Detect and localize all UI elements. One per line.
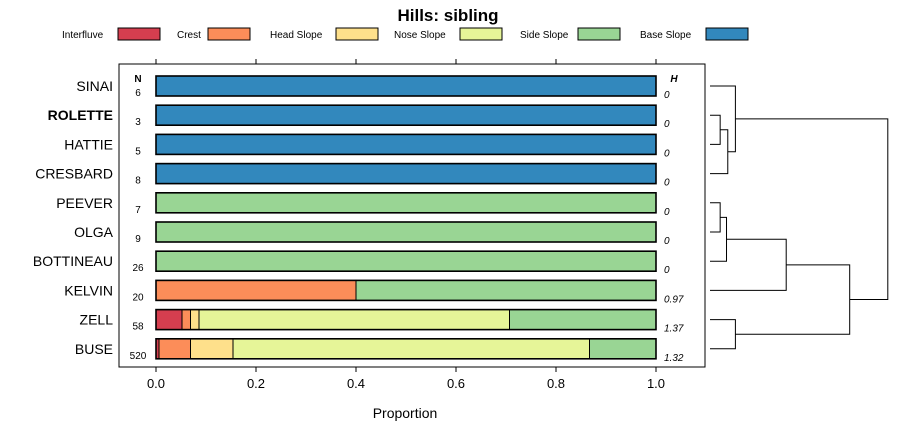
bar-segment (155, 309, 183, 331)
row-h-value: 0 (664, 148, 670, 159)
bar-segment (158, 338, 191, 360)
row-h-value: 0.97 (664, 294, 684, 305)
row-n-value: 3 (135, 117, 141, 128)
row-label: OLGA (74, 224, 114, 240)
bar-outline (155, 308, 657, 331)
bar-segment (589, 338, 657, 360)
row-label: BOTTINEAU (33, 253, 113, 269)
bar-segment (181, 309, 191, 331)
bar-segment (155, 279, 357, 301)
row-h-value: 0 (664, 236, 670, 247)
legend-swatch-2 (207, 27, 251, 41)
bar-segment (198, 309, 510, 331)
bar-segment (509, 309, 657, 331)
row-h-value: 1.32 (664, 353, 684, 364)
legend-label-2: Crest (177, 30, 201, 41)
row-label: HATTIE (64, 136, 113, 152)
dendrogram-link-8 (735, 264, 851, 335)
dendrogram-link-4 (710, 85, 736, 153)
row-n-value: 9 (135, 234, 141, 245)
plot-area: 0.0 0.2 0.4 0.6 0.8 1.0 N H SINAI 6 0 ROLETTE 3 0 HATT… (33, 59, 706, 391)
row-h-value: 0 (664, 265, 670, 276)
dendrogram-link-5 (710, 216, 728, 262)
x-tick-label-5: 1.0 (647, 376, 665, 391)
bar-outline (155, 133, 657, 156)
dendrogram-link-9 (735, 118, 889, 301)
row-label: SINAI (76, 78, 113, 94)
legend-swatch-4 (459, 27, 503, 41)
row-label: ROLETTE (48, 107, 113, 123)
x-axis-title: Proportion (373, 405, 438, 421)
dendrogram-link-3 (710, 129, 729, 175)
legend: Interfluve Crest Head Slope Nose Slope Side … (62, 27, 749, 41)
row-label: BUSE (75, 341, 113, 357)
x-tick-label-4: 0.8 (547, 376, 565, 391)
legend-swatch-6 (705, 27, 749, 41)
bar-outline (155, 337, 657, 360)
n-column-header: N (134, 74, 141, 85)
bar-segment (190, 338, 234, 360)
bar-segment (155, 192, 657, 214)
plot-frame (118, 63, 706, 368)
bar-segment (155, 250, 657, 272)
dendrogram-link-1 (710, 114, 721, 145)
h-column-header: H (670, 74, 678, 85)
legend-label-3: Head Slope (270, 30, 323, 41)
legend-label-1: Interfluve (62, 30, 104, 41)
legend-swatch-5 (577, 27, 621, 41)
bar-segment (232, 338, 590, 360)
row-h-value: 1.37 (664, 324, 684, 335)
legend-label-4: Nose Slope (394, 30, 446, 41)
row-n-value: 7 (135, 205, 141, 216)
bar-outline (155, 279, 657, 302)
dendrogram (710, 85, 889, 350)
legend-swatch-1 (117, 27, 161, 41)
x-tick-label-3: 0.6 (447, 376, 465, 391)
row-n-value: 8 (135, 176, 141, 187)
dendrogram-link-6 (710, 238, 787, 291)
bar-outline (155, 162, 657, 185)
x-tick-label-1: 0.2 (247, 376, 265, 391)
row-n-value: 20 (132, 292, 144, 303)
bar-segment (155, 133, 657, 155)
row-label: ZELL (80, 312, 114, 328)
bar-outline (155, 104, 657, 126)
row-n-value: 26 (132, 263, 144, 274)
legend-swatch-3 (335, 27, 379, 41)
row-label: PEEVER (56, 195, 113, 211)
legend-label-6: Base Slope (640, 30, 692, 41)
row-h-value: 0 (664, 207, 670, 218)
x-tick-label-2: 0.4 (347, 376, 365, 391)
dendrogram-link-7 (710, 319, 736, 350)
bar-outline (155, 192, 657, 214)
row-h-value: 0 (664, 90, 670, 101)
row-label: CRESBARD (35, 166, 113, 182)
bar-segment (155, 104, 657, 126)
bar-outline (155, 250, 657, 272)
bar-segment (155, 163, 657, 185)
bar-segment (355, 279, 657, 301)
row-n-value: 6 (135, 88, 141, 99)
bar-segment (155, 221, 657, 243)
chart-title: Hills: sibling (397, 6, 498, 25)
bar-segment (190, 309, 200, 331)
row-n-value: 58 (132, 322, 144, 333)
row-h-value: 0 (664, 178, 670, 189)
bar-outline (155, 221, 657, 243)
row-n-value: 5 (135, 146, 141, 157)
bar-segment (155, 75, 657, 97)
row-h-value: 0 (664, 119, 670, 130)
bar-outline (155, 75, 657, 97)
row-n-value: 520 (130, 351, 147, 362)
x-tick-label-0: 0.0 (147, 376, 165, 391)
row-label: KELVIN (64, 282, 113, 298)
dendrogram-link-2 (710, 202, 721, 233)
legend-label-5: Side Slope (520, 30, 569, 41)
